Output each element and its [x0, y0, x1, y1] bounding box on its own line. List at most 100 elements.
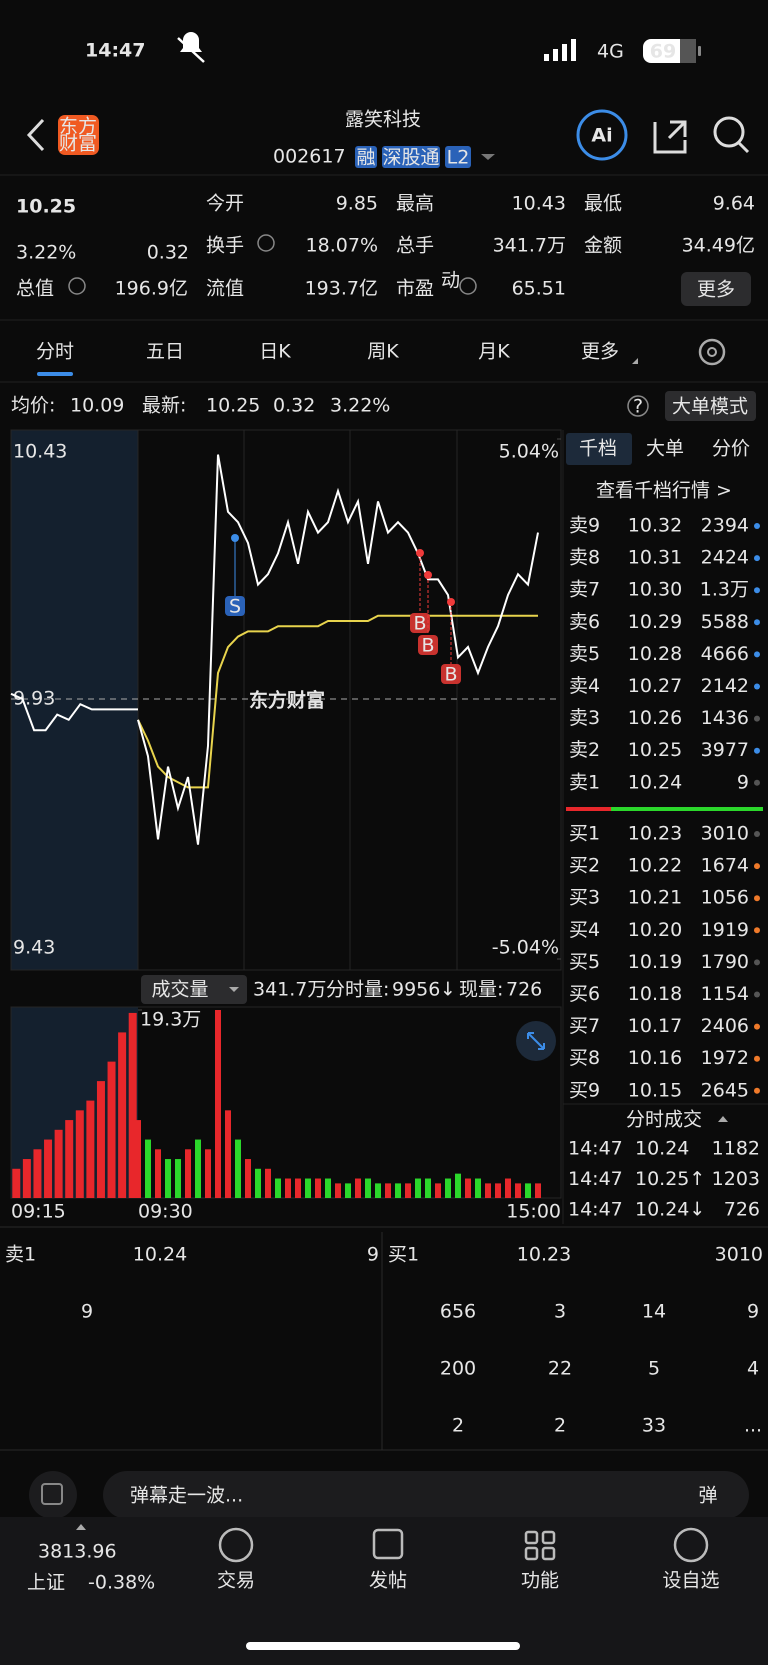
- book-dot: [754, 1087, 760, 1094]
- volume-bar: [395, 1183, 401, 1198]
- tab[interactable]: 分时: [36, 341, 74, 363]
- book-level: 买8: [569, 1047, 600, 1069]
- settings-button[interactable]: [698, 338, 726, 366]
- volume-bar: [535, 1183, 541, 1198]
- danmaku-input[interactable]: [103, 1471, 749, 1519]
- nav-item[interactable]: 功能: [521, 1570, 559, 1592]
- big-order-button[interactable]: [665, 391, 756, 421]
- queue-order: 2: [554, 1415, 566, 1437]
- nav-bar: [0, 1517, 768, 1665]
- volume-bar: [86, 1100, 95, 1198]
- index-name[interactable]: 上证: [27, 1572, 65, 1594]
- volume-title[interactable]: 成交量: [151, 979, 208, 1001]
- info-icon[interactable]: [459, 277, 477, 295]
- stat-label: 换手: [206, 235, 244, 257]
- tab[interactable]: 五日: [146, 341, 184, 363]
- signal-bar: [571, 39, 576, 61]
- big-order-label[interactable]: 大单模式: [672, 396, 748, 418]
- trade-marker-box: [225, 596, 245, 616]
- collapse-arrow[interactable]: [718, 1116, 728, 1122]
- volume-bar: [33, 1149, 42, 1198]
- book-volume: 3977: [701, 739, 749, 761]
- queue-order: ...: [744, 1415, 762, 1437]
- tab[interactable]: 周K: [367, 341, 399, 363]
- watchlist-icon[interactable]: [673, 1527, 709, 1563]
- book-level: 买4: [569, 919, 600, 941]
- book-dot: [754, 683, 760, 690]
- book-level: 卖7: [569, 579, 600, 601]
- trade-icon[interactable]: [218, 1527, 254, 1563]
- status-icons: [177, 32, 701, 63]
- y2-tick-label: -5.04%: [492, 937, 559, 959]
- queue-order: 3: [554, 1301, 566, 1323]
- queue-order: 2: [452, 1415, 464, 1437]
- danmaku-toggle[interactable]: [29, 1471, 77, 1519]
- volume-bar: [315, 1178, 321, 1198]
- index-value[interactable]: 3813.96: [38, 1541, 117, 1563]
- volume-bar: [225, 1110, 231, 1198]
- tab[interactable]: 更多: [581, 341, 619, 363]
- stock-code: 002617: [273, 146, 346, 168]
- info-icon[interactable]: [68, 277, 86, 295]
- book-tab[interactable]: 大单: [646, 438, 684, 460]
- volume-tick-label: 19.3万: [140, 1009, 201, 1031]
- depth-link[interactable]: 查看千档行情 >: [596, 480, 732, 502]
- back-button[interactable]: [26, 118, 45, 152]
- last-change: 0.32: [273, 395, 315, 417]
- function-icon[interactable]: [524, 1530, 556, 1561]
- share-button[interactable]: [653, 120, 687, 154]
- help-button[interactable]: [627, 395, 649, 417]
- ai-button[interactable]: [576, 109, 628, 161]
- ask-strength: [566, 807, 611, 811]
- book-price: 10.27: [628, 675, 682, 697]
- book-tab[interactable]: 分价: [712, 438, 750, 460]
- nav-item[interactable]: 交易: [217, 1570, 255, 1592]
- index-expand[interactable]: [76, 1524, 86, 1530]
- logo-text: 财富: [59, 133, 97, 155]
- trade-marker-box: [410, 613, 430, 633]
- danmaku-send[interactable]: 弹: [698, 1485, 717, 1507]
- book-volume: 1919: [701, 919, 749, 941]
- book-dot: [754, 895, 760, 902]
- volume-bar: [525, 1183, 531, 1198]
- more-button[interactable]: [681, 272, 751, 306]
- current-volume-label: 现量:: [459, 979, 503, 1001]
- search-button[interactable]: [713, 116, 745, 148]
- volume-bar: [255, 1168, 261, 1198]
- stat-label: 总值: [16, 278, 54, 300]
- tab[interactable]: 月K: [478, 341, 510, 363]
- tick-volume: 1182: [712, 1138, 760, 1160]
- book-volume: 9: [737, 771, 749, 793]
- tab[interactable]: 日K: [259, 341, 291, 363]
- volume-bar: [75, 1110, 84, 1198]
- volume-bar: [475, 1178, 481, 1198]
- stat-superscript: 动: [441, 270, 460, 292]
- ai-label[interactable]: Ai: [591, 125, 612, 147]
- stock-tag-bg: [355, 146, 377, 168]
- book-dot: [754, 831, 760, 837]
- nav-item[interactable]: 发帖: [369, 1570, 407, 1592]
- trade-marker-box: [418, 635, 438, 655]
- index-change[interactable]: -0.38%: [88, 1572, 155, 1594]
- tick-price: 10.24↓: [635, 1199, 705, 1221]
- book-tab[interactable]: 千档: [579, 438, 617, 460]
- chart-frame: [10, 429, 562, 971]
- book-volume: 1.3万: [700, 579, 749, 601]
- signal-bar: [562, 44, 567, 61]
- book-level: 买1: [569, 823, 600, 845]
- nav-item[interactable]: 设自选: [662, 1570, 719, 1592]
- volume-selector[interactable]: [141, 975, 247, 1004]
- signal-bar: [544, 54, 549, 61]
- info-icon[interactable]: [257, 234, 275, 252]
- stat-value: 10.43: [512, 193, 566, 215]
- volume-bar: [96, 1081, 105, 1198]
- battery-level: 69: [650, 41, 676, 63]
- post-icon[interactable]: [372, 1528, 404, 1560]
- book-price: 10.24: [628, 771, 682, 793]
- function-cell: [541, 1546, 556, 1561]
- dropdown-arrow[interactable]: [481, 154, 495, 160]
- more-button-label[interactable]: 更多: [697, 279, 735, 301]
- volume-bar: [195, 1139, 201, 1198]
- network: 4G: [597, 41, 624, 63]
- trade-marker-point: [424, 571, 432, 579]
